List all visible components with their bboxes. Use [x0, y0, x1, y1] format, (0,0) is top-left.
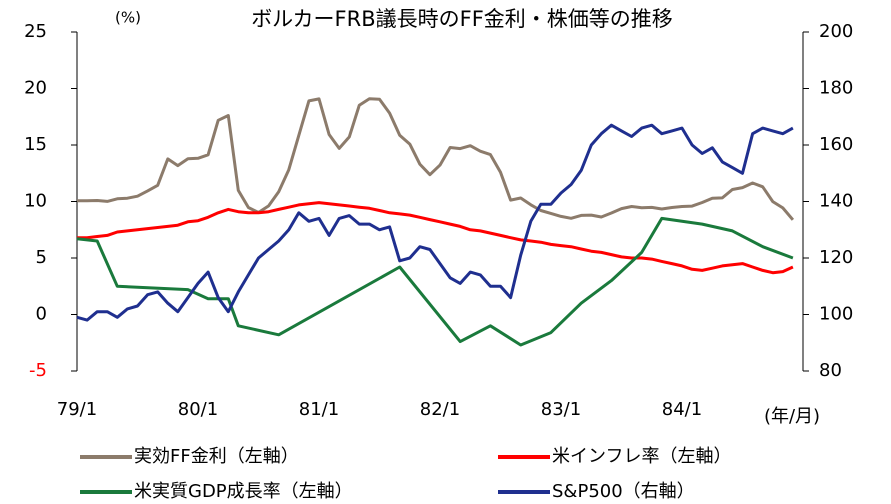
y-tick-label: 20 [24, 78, 47, 99]
y2-tick-label: 200 [819, 21, 853, 42]
series-line [76, 123, 794, 322]
legend-label: 米実質GDP成長率（左軸） [134, 481, 353, 502]
x-tick-label: 79/1 [57, 399, 97, 420]
legend-label: 実効FF金利（左軸） [134, 446, 299, 467]
y-tick-label: 10 [24, 191, 47, 212]
y-tick-label: 15 [24, 134, 47, 155]
x-axis-label: (年/月) [764, 406, 820, 427]
x-tick-label: 80/1 [178, 399, 218, 420]
y-tick-label: 5 [36, 247, 47, 268]
y2-tick-label: 80 [819, 360, 842, 381]
x-tick-label: 82/1 [420, 399, 460, 420]
x-tick-label: 83/1 [541, 399, 581, 420]
y2-tick-label: 160 [819, 134, 853, 155]
legend-label: S&P500（右軸） [552, 481, 695, 502]
x-tick-label: 84/1 [662, 399, 702, 420]
series-line [77, 201, 794, 275]
y2-tick-label: 120 [819, 247, 853, 268]
y-tick-label: -5 [29, 360, 47, 381]
y2-tick-label: 180 [819, 78, 853, 99]
y-tick-label: 0 [36, 304, 47, 325]
legend-label: 米インフレ率（左軸） [552, 446, 731, 467]
x-tick-label: 81/1 [299, 399, 339, 420]
y-tick-label: 25 [24, 21, 47, 42]
y2-tick-label: 140 [819, 191, 853, 212]
series-line [76, 97, 795, 221]
y-axis-label: (%) [115, 9, 141, 27]
y2-tick-label: 100 [819, 304, 853, 325]
series-line [76, 216, 794, 347]
chart-title: ボルカーFRB議長時のFF金利・株価等の推移 [251, 7, 673, 31]
